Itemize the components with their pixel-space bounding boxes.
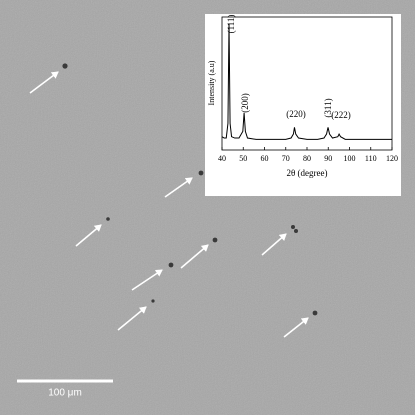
peak-label: (222) [331,110,351,120]
x-tick-label: 50 [239,154,247,163]
x-tick-label: 80 [303,154,311,163]
x-axis-label: 2θ (degree) [286,168,327,178]
x-tick-label: 70 [282,154,290,163]
peak-label: (220) [286,109,306,119]
x-tick-label: 40 [218,154,226,163]
inset [205,14,401,196]
x-tick-label: 100 [344,154,356,163]
xrd-curve [221,23,392,140]
arrows [29,71,309,338]
x-tick-label: 90 [324,154,332,163]
peak-label: (111) [226,15,236,34]
peak-label: (311) [323,98,333,117]
particles [62,63,318,316]
x-tick-label: 60 [261,154,269,163]
y-axis-label: Intensity (a.u) [207,60,216,105]
x-tick-label: 110 [365,154,377,163]
scale-bar-label: 100 μm [48,388,82,399]
peak-label: (200) [240,93,250,113]
x-tick-label: 120 [386,154,398,163]
